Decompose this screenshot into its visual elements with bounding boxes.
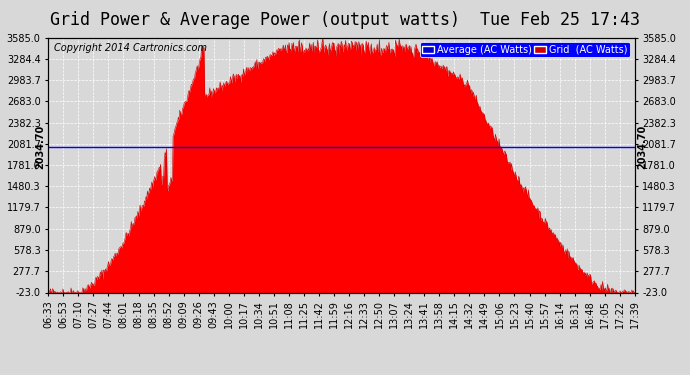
Text: Copyright 2014 Cartronics.com: Copyright 2014 Cartronics.com [55,43,207,52]
Text: Grid Power & Average Power (output watts)  Tue Feb 25 17:43: Grid Power & Average Power (output watts… [50,11,640,29]
Text: 2034.70: 2034.70 [35,125,46,169]
Legend: Average (AC Watts), Grid  (AC Watts): Average (AC Watts), Grid (AC Watts) [420,42,630,57]
Text: 2034.70: 2034.70 [638,125,648,169]
